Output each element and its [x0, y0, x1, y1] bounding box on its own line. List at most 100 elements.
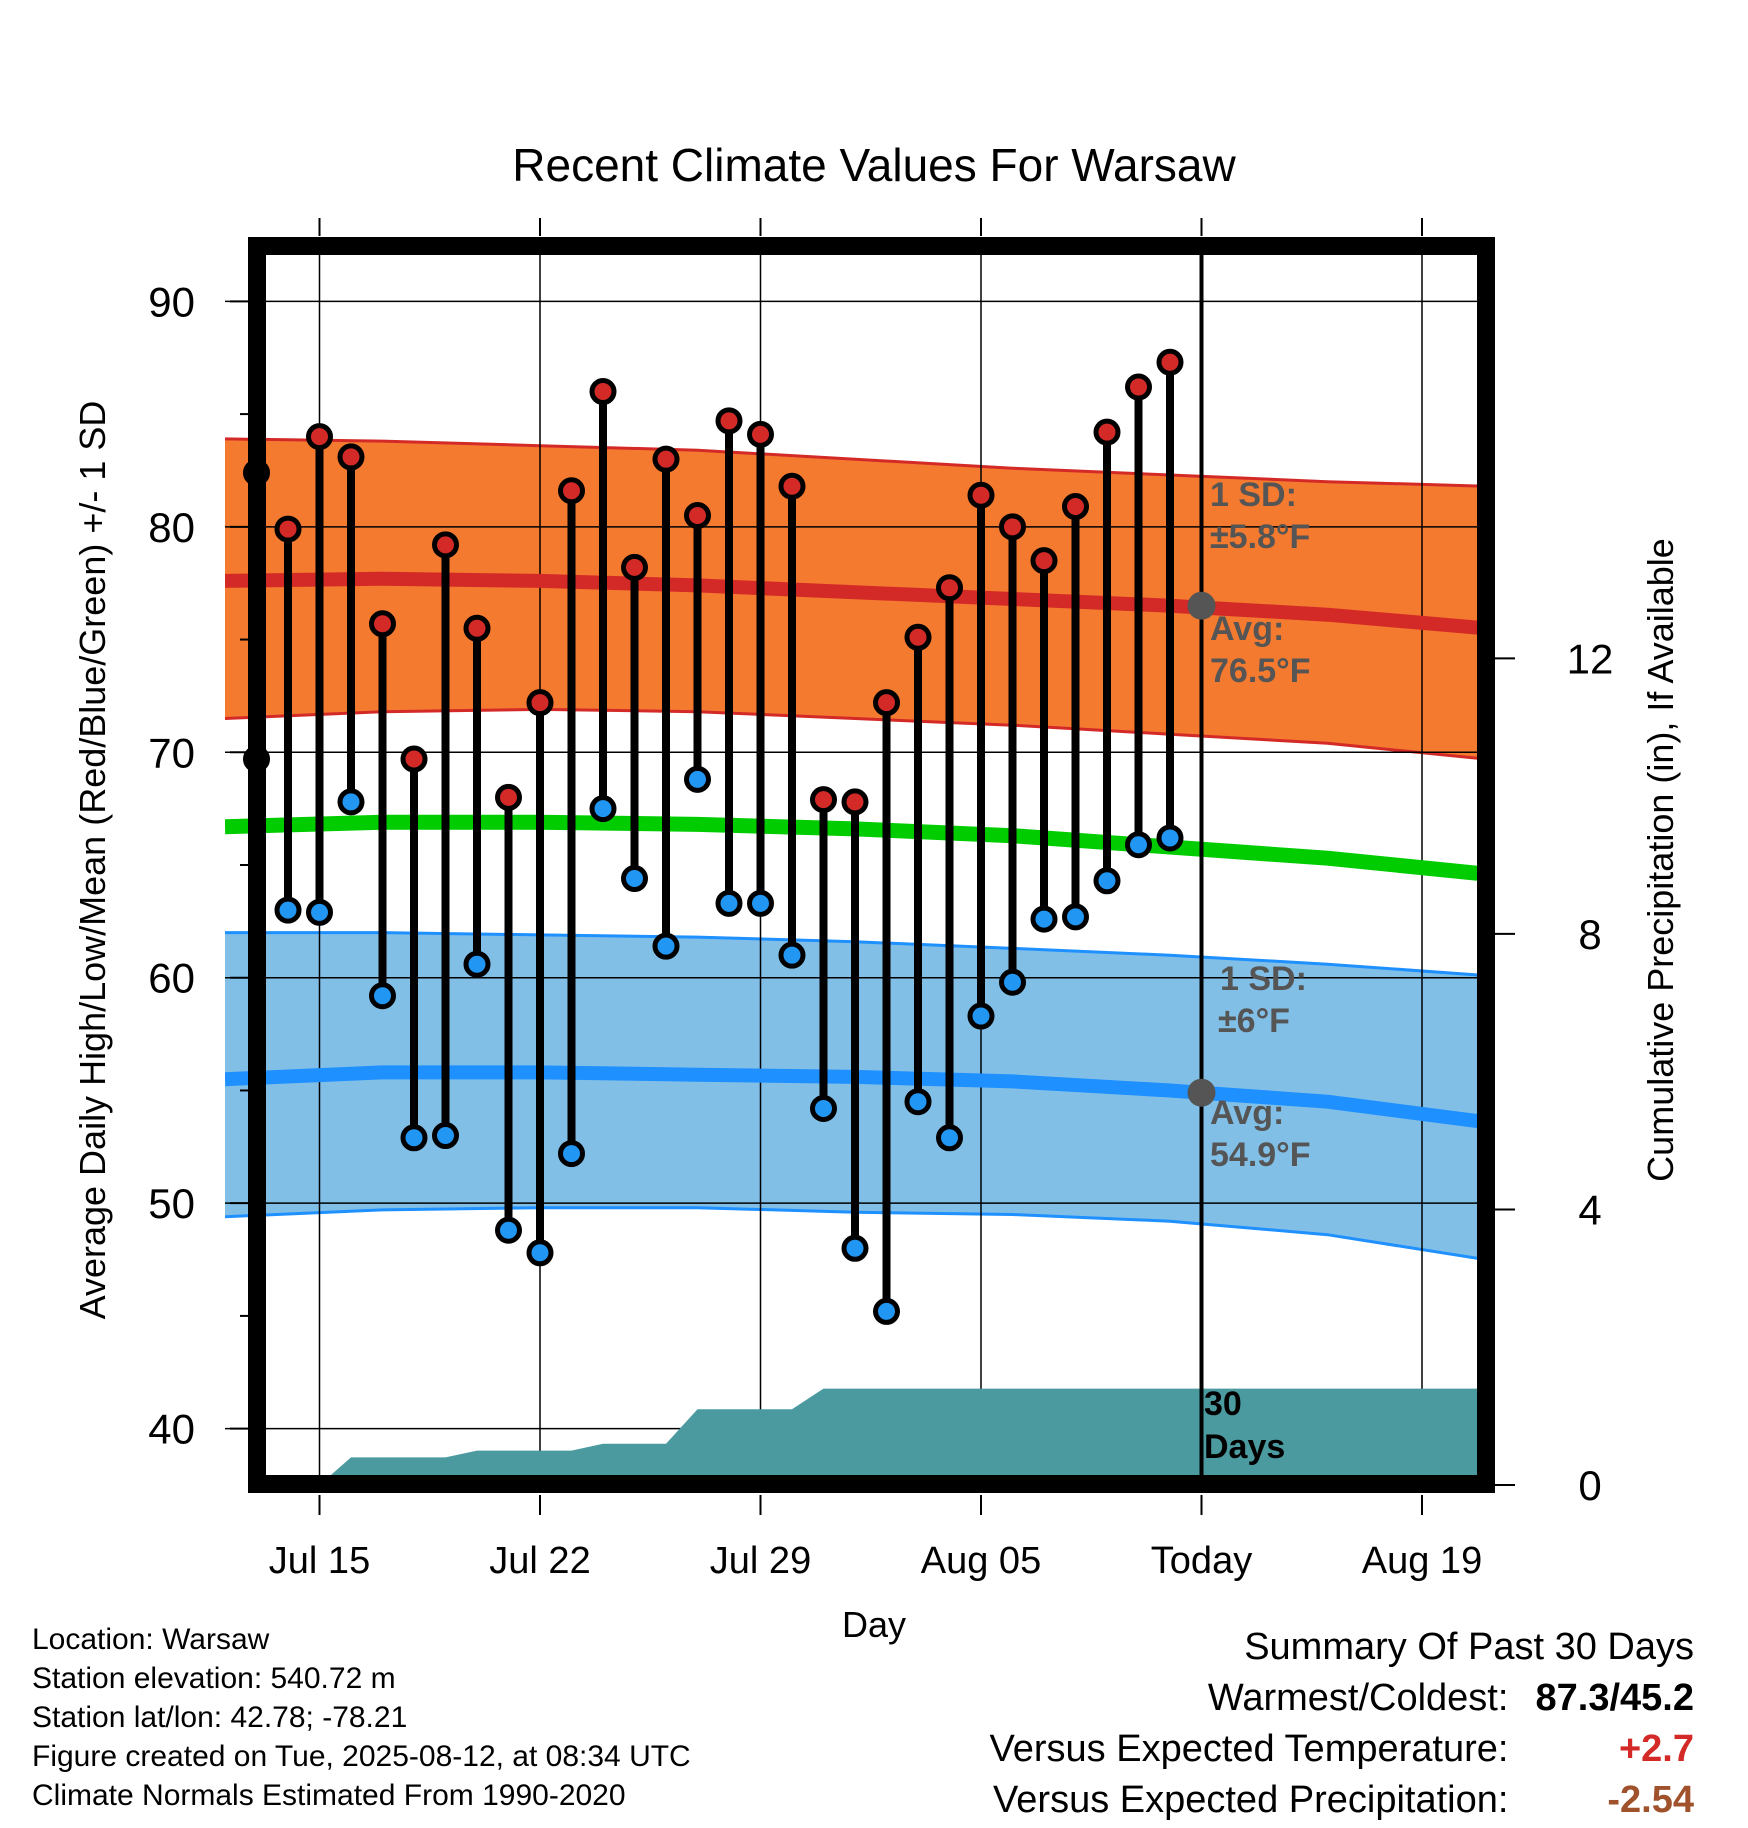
low-marker	[337, 788, 365, 816]
created-text: Figure created on Tue, 2025-08-12, at 08…	[32, 1740, 691, 1773]
low-marker	[306, 898, 333, 926]
low-marker	[1062, 903, 1089, 931]
low-marker	[558, 1140, 585, 1168]
high-marker	[306, 423, 333, 451]
high-normal-line	[225, 571, 1485, 636]
location-text: Location: Warsaw	[32, 1623, 270, 1656]
summary-temp: Versus Expected Temperature: +2.7	[990, 1724, 1694, 1775]
low-sd-value: ±6°F	[1218, 1002, 1290, 1040]
high-marker	[715, 407, 743, 435]
low-marker	[652, 932, 680, 960]
high-marker	[369, 610, 396, 638]
warm-cold-value: 87.3/45.2	[1535, 1677, 1694, 1719]
high-marker	[810, 786, 837, 814]
high-avg-value: 76.5°F	[1210, 652, 1311, 690]
y2-axis-label: Cumulative Precipitation (in), If Availa…	[1640, 538, 1681, 1182]
low-marker	[1030, 905, 1058, 933]
high-marker	[589, 378, 617, 406]
x-tick-label: Aug 19	[1362, 1540, 1482, 1582]
high-marker	[1030, 547, 1058, 575]
warm-cold-label: Warmest/Coldest:	[1207, 1677, 1509, 1719]
high-marker	[432, 531, 459, 559]
y-tick-label: 50	[148, 1180, 195, 1227]
high-marker	[652, 445, 680, 473]
low-marker	[936, 1124, 963, 1152]
high-marker	[999, 513, 1026, 541]
low-marker	[589, 795, 617, 823]
high-marker	[873, 689, 900, 717]
low-marker	[274, 896, 302, 924]
low-marker	[778, 941, 806, 969]
high-marker	[337, 443, 365, 471]
high-avg-dot	[1187, 591, 1216, 620]
high-marker	[1093, 418, 1121, 446]
temp-value: +2.7	[1618, 1728, 1694, 1770]
x-tick-label: Jul 29	[710, 1540, 811, 1582]
precip-area	[225, 1388, 1485, 1485]
y-tick-label: 40	[148, 1406, 195, 1453]
low-marker	[967, 1002, 995, 1030]
low-marker	[432, 1122, 459, 1150]
high-marker	[936, 574, 963, 602]
station-info: Location: Warsaw Station elevation: 540.…	[32, 1620, 691, 1815]
temp-label: Versus Expected Temperature:	[989, 1728, 1509, 1770]
low-marker	[873, 1297, 900, 1325]
latlon-text: Station lat/lon: 42.78; -78.21	[32, 1701, 408, 1734]
high-band-lower-edge	[225, 707, 1485, 761]
low-avg-label: Avg:	[1210, 1094, 1284, 1132]
high-marker	[1156, 348, 1184, 376]
high-band-upper-edge	[225, 437, 1485, 488]
days-word-label: Days	[1204, 1428, 1285, 1466]
x-tick-label: Jul 22	[489, 1540, 590, 1582]
low-marker	[369, 982, 396, 1010]
high-marker	[526, 689, 554, 717]
normals-text: Climate Normals Estimated From 1990-2020	[32, 1779, 626, 1812]
high-marker	[621, 553, 648, 581]
chart-title: Recent Climate Values For Warsaw	[512, 139, 1236, 191]
high-marker	[967, 481, 995, 509]
high-marker	[495, 783, 522, 811]
high-marker	[1062, 493, 1089, 521]
low-marker	[621, 865, 648, 893]
summary-precip: Versus Expected Precipitation: -2.54	[990, 1775, 1694, 1826]
precip-value: -2.54	[1607, 1779, 1694, 1821]
low-avg-value: 54.9°F	[1210, 1136, 1311, 1174]
summary-heading: Summary Of Past 30 Days	[1244, 1626, 1694, 1668]
x-axis-label: Day	[842, 1604, 906, 1645]
high-marker	[684, 502, 711, 530]
low-marker	[526, 1239, 554, 1267]
high-marker	[463, 614, 491, 642]
y2-tick-label: 8	[1578, 911, 1601, 958]
y-tick-label: 70	[148, 729, 195, 776]
precip-label: Versus Expected Precipitation:	[993, 1779, 1509, 1821]
x-tick-label: Today	[1151, 1540, 1252, 1582]
low-marker	[747, 889, 774, 917]
y-axis-label: Average Daily High/Low/Mean (Red/Blue/Gr…	[72, 401, 113, 1320]
low-marker	[999, 968, 1026, 996]
elevation-text: Station elevation: 540.72 m	[32, 1662, 396, 1695]
high-sd-value: ±5.8°F	[1210, 518, 1310, 556]
low-marker	[841, 1234, 869, 1262]
low-marker	[1156, 824, 1184, 852]
high-marker	[778, 472, 806, 500]
high-marker	[558, 477, 585, 505]
high-marker	[1125, 373, 1152, 401]
low-marker	[810, 1094, 837, 1122]
x-tick-label: Jul 15	[269, 1540, 370, 1582]
low-marker	[400, 1124, 428, 1152]
low-marker	[463, 950, 491, 978]
high-marker	[747, 420, 774, 448]
summary-warm-cold: Warmest/Coldest: 87.3/45.2	[990, 1673, 1694, 1724]
high-marker	[904, 623, 932, 651]
y-tick-label: 80	[148, 504, 195, 551]
high-marker	[841, 788, 869, 816]
days-count-label: 30	[1204, 1385, 1242, 1423]
x-tick-label: Aug 05	[921, 1540, 1041, 1582]
low-marker	[1093, 867, 1121, 895]
high-avg-label: Avg:	[1210, 610, 1284, 648]
high-marker	[400, 745, 428, 773]
low-marker	[684, 765, 711, 793]
low-marker	[495, 1216, 522, 1244]
low-sd-label: 1 SD:	[1220, 960, 1307, 998]
